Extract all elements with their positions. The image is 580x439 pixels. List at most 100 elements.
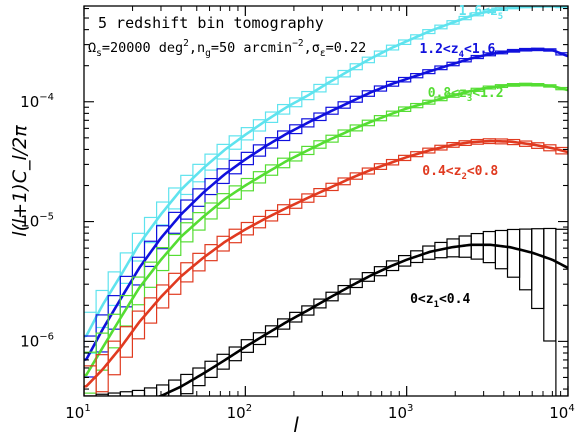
annotation-part: =20000 deg (102, 40, 183, 56)
series-3-bin (228, 185, 242, 200)
series-3-bin (216, 193, 230, 209)
series-label-sub: 2 (461, 172, 466, 182)
x-tick-label-exp: 2 (246, 403, 252, 414)
series-3-bin (264, 164, 279, 176)
series-2-bin (385, 80, 400, 87)
series-label-tail: <0.4 (439, 292, 470, 307)
y-tick-label: 10−5 (20, 212, 54, 231)
y-tick-label-base: 10 (20, 93, 39, 111)
series-label-main: 0.4<z (422, 164, 461, 179)
series-1-bin (289, 97, 303, 108)
series-1-bin (458, 15, 472, 21)
series-label-1: 1.6<z5 (459, 4, 504, 22)
series-2-bin (252, 144, 267, 157)
series-5-bin (506, 228, 521, 278)
annotation-survey-params: Ωs=20000 deg2,ng=50 arcmin−2,σε=0.22 (88, 38, 366, 59)
series-4-bin (361, 167, 375, 175)
series-3-bin (301, 145, 315, 156)
series-5-bin (482, 230, 496, 264)
series-1-bin (180, 174, 194, 196)
series-4-bin (216, 235, 230, 252)
x-tick-label-base: 10 (65, 404, 84, 422)
series-5-bin (252, 332, 267, 346)
x-tick-label-base: 10 (549, 404, 568, 422)
series-1-bin (434, 24, 448, 30)
series-label-2: 1.2<z4<1.6 (419, 42, 495, 60)
series-4-bin (555, 146, 568, 155)
x-tick-label: 103 (388, 403, 413, 422)
series-4-bin (240, 221, 255, 236)
series-1-bin (192, 163, 206, 183)
series-4-bin (373, 163, 388, 170)
series-4-bin (289, 198, 303, 209)
series-1-bin (349, 63, 363, 71)
plot-frame (83, 5, 569, 397)
series-5-bin (216, 353, 230, 370)
series-1-bin (385, 44, 400, 51)
x-tick-label-base: 10 (227, 404, 246, 422)
series-4-bin (252, 215, 267, 229)
series-2-bin (446, 61, 460, 67)
annotation-part: s (96, 48, 102, 59)
y-tick-label-base: 10 (20, 332, 39, 350)
series-2-bin (349, 95, 363, 103)
annotation-part: ,n (189, 40, 205, 56)
series-2-bin (458, 58, 472, 63)
series-4-bin (228, 228, 242, 244)
x-tick-label: 104 (549, 403, 574, 422)
series-3-bin (277, 157, 291, 169)
series-3-bin (131, 276, 146, 306)
series-1-bin (228, 135, 242, 150)
series-3-bin (470, 87, 484, 92)
series-3-bin (410, 102, 424, 109)
series-3-bin (543, 84, 557, 88)
x-tick-label-exp: 4 (568, 403, 574, 414)
series-5-bin (301, 305, 315, 316)
series-5-bin (131, 389, 146, 396)
series-1-bin (470, 12, 484, 17)
series-2-bin (373, 85, 388, 92)
series-2-bin (180, 199, 194, 220)
series-3-bin (446, 93, 460, 98)
series-1-bin (410, 34, 424, 40)
series-5-bin (518, 228, 533, 291)
series-label-tail: <0.8 (467, 164, 498, 179)
series-3-bin (313, 140, 327, 149)
series-4-bin (119, 326, 134, 358)
series-3-bin (373, 115, 388, 122)
series-5-bin (240, 339, 255, 353)
series-5-bin (325, 291, 339, 302)
series-4-bin (192, 252, 206, 272)
series-2-bin (337, 101, 351, 109)
series-4-bin (180, 262, 194, 283)
x-tick-label-exp: 1 (84, 403, 90, 414)
series-4-bin (143, 297, 158, 324)
series-2-bin (228, 159, 242, 175)
series-label-sub: 1 (434, 300, 439, 310)
series-1-bin (277, 103, 291, 115)
series-label-sub: 3 (467, 94, 472, 104)
series-1-bin (204, 153, 218, 171)
series-4-bin (325, 182, 339, 192)
series-2-bin (204, 177, 218, 196)
series-label-tail: <1.6 (464, 42, 495, 57)
series-1-bin (422, 29, 436, 35)
series-4-bin (277, 204, 291, 216)
series-4-bin (107, 340, 121, 376)
series-3-bin (398, 106, 412, 113)
series-3-bin (337, 129, 351, 137)
series-4-bin (337, 177, 351, 186)
series-2-bin (289, 124, 303, 135)
series-3-bin (434, 96, 448, 102)
series-1-bin (446, 20, 460, 25)
series-4-bin (313, 188, 327, 197)
series-3-bin (143, 261, 158, 288)
series-3 (84, 82, 568, 394)
series-2-bin (434, 65, 448, 71)
series-2-bin (543, 48, 557, 52)
series-4-bin (156, 284, 170, 309)
series-label-5: 0<z1<0.4 (410, 292, 470, 310)
y-tick-label-exp: −4 (39, 92, 54, 103)
series-2-bin (301, 118, 315, 128)
